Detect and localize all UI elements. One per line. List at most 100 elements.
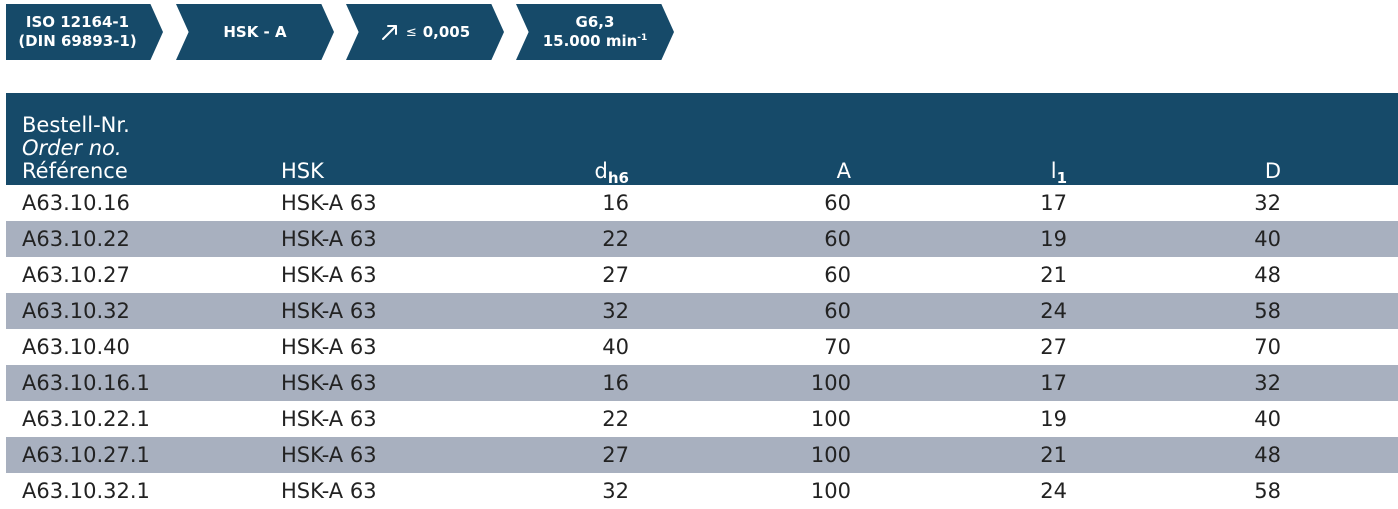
cell-d-h6: 32 [602,479,629,503]
table-row: A63.10.32 HSK-A 63 32 60 24 58 [6,293,1398,329]
cell-d-outer: 70 [1254,335,1281,359]
cell-a: 100 [810,479,851,503]
cell-order-no: A63.10.32 [22,299,130,323]
cell-d-h6: 27 [602,443,629,467]
cell-order-no: A63.10.27.1 [22,443,150,467]
cell-order-no: A63.10.16 [22,191,130,215]
cell-l1: 17 [1040,191,1067,215]
table-header-row: Bestell-Nr. Order no. Référence HSK dh6 … [6,93,1398,187]
table-row: A63.10.16 HSK-A 63 16 60 17 32 [6,185,1398,221]
cell-l1: 24 [1040,299,1067,323]
cell-hsk: HSK-A 63 [281,371,377,395]
standard-iso: ISO 12164-1 [25,13,130,31]
cell-hsk: HSK-A 63 [281,227,377,251]
cell-l1: 27 [1040,335,1067,359]
standard-badge: ISO 12164-1 (DIN 69893-1) [6,4,163,60]
table-row: A63.10.27.1 HSK-A 63 27 100 21 48 [6,437,1398,473]
cell-hsk: HSK-A 63 [281,263,377,287]
cell-d-outer: 58 [1254,479,1281,503]
cell-d-outer: 40 [1254,407,1281,431]
table-row: A63.10.22 HSK-A 63 22 60 19 40 [6,221,1398,257]
balance-badge: G6,3 15.000 min-1 [516,4,674,60]
spec-badge-row: ISO 12164-1 (DIN 69893-1) HSK - A ≤ 0,00… [0,0,1398,62]
cell-a: 100 [810,443,851,467]
cell-hsk: HSK-A 63 [281,407,377,431]
max-speed: 15.000 min-1 [543,32,648,51]
hsk-type-badge: HSK - A [176,4,334,60]
cell-d-h6: 40 [602,335,629,359]
cell-spacer [1281,257,1398,293]
cell-d-h6: 16 [602,191,629,215]
table-row: A63.10.40 HSK-A 63 40 70 27 70 [6,329,1398,365]
cell-order-no: A63.10.27 [22,263,130,287]
table-row: A63.10.22.1 HSK-A 63 22 100 19 40 [6,401,1398,437]
cell-spacer [1281,401,1398,437]
cell-d-outer: 48 [1254,443,1281,467]
cell-spacer [1281,473,1398,509]
cell-hsk: HSK-A 63 [281,479,377,503]
hsk-type-label: HSK - A [223,22,287,41]
cell-a: 60 [824,299,851,323]
product-table: Bestell-Nr. Order no. Référence HSK dh6 … [6,93,1398,509]
cell-order-no: A63.10.32.1 [22,479,150,503]
runout-leq-symbol: ≤ [405,24,417,40]
cell-l1: 21 [1040,443,1067,467]
cell-hsk: HSK-A 63 [281,335,377,359]
cell-order-no: A63.10.22 [22,227,130,251]
table-row: A63.10.32.1 HSK-A 63 32 100 24 58 [6,473,1398,509]
cell-spacer [1281,437,1398,473]
runout-arrow-icon [381,25,397,40]
cell-a: 60 [824,263,851,287]
header-d-main: d [594,159,608,183]
cell-l1: 17 [1040,371,1067,395]
cell-l1: 24 [1040,479,1067,503]
cell-a: 60 [824,191,851,215]
cell-d-outer: 32 [1254,371,1281,395]
cell-d-h6: 32 [602,299,629,323]
cell-a: 100 [810,371,851,395]
cell-spacer [1281,329,1398,365]
cell-d-h6: 22 [602,227,629,251]
table-row: A63.10.16.1 HSK-A 63 16 100 17 32 [6,365,1398,401]
balance-grade: G6,3 [575,13,615,31]
product-table-container: Bestell-Nr. Order no. Référence HSK dh6 … [6,93,1398,509]
cell-d-h6: 27 [602,263,629,287]
header-spacer [1281,93,1398,185]
cell-a: 70 [824,335,851,359]
header-ref-fr: Référence [22,159,128,183]
header-order-no: Bestell-Nr. Order no. Référence [6,93,281,185]
cell-l1: 21 [1040,263,1067,287]
cell-d-outer: 48 [1254,263,1281,287]
cell-d-outer: 58 [1254,299,1281,323]
cell-order-no: A63.10.22.1 [22,407,150,431]
header-d-sub: h6 [607,169,629,187]
cell-d-h6: 16 [602,371,629,395]
cell-l1: 19 [1040,407,1067,431]
cell-spacer [1281,293,1398,329]
header-d-h6: dh6 [451,93,629,187]
cell-d-h6: 22 [602,407,629,431]
cell-hsk: HSK-A 63 [281,191,377,215]
cell-d-outer: 32 [1254,191,1281,215]
cell-d-outer: 40 [1254,227,1281,251]
header-a: A [836,159,851,183]
cell-order-no: A63.10.16.1 [22,371,150,395]
cell-hsk: HSK-A 63 [281,443,377,467]
max-speed-exponent: -1 [637,33,648,43]
header-l-main: l [1050,159,1057,183]
standard-din: (DIN 69893-1) [18,32,137,50]
header-l1: l1 [851,93,1067,187]
header-ref-de: Bestell-Nr. [22,113,130,137]
header-ref-en: Order no. [22,136,122,160]
header-d-outer: D [1264,159,1281,183]
max-speed-value: 15.000 min [542,32,638,50]
cell-a: 100 [810,407,851,431]
cell-spacer [1281,365,1398,401]
header-hsk: HSK [281,159,324,183]
header-l-sub: 1 [1056,169,1067,187]
table-row: A63.10.27 HSK-A 63 27 60 21 48 [6,257,1398,293]
cell-a: 60 [824,227,851,251]
runout-badge: ≤ 0,005 [346,4,504,60]
runout-value: 0,005 [422,22,471,41]
cell-order-no: A63.10.40 [22,335,130,359]
